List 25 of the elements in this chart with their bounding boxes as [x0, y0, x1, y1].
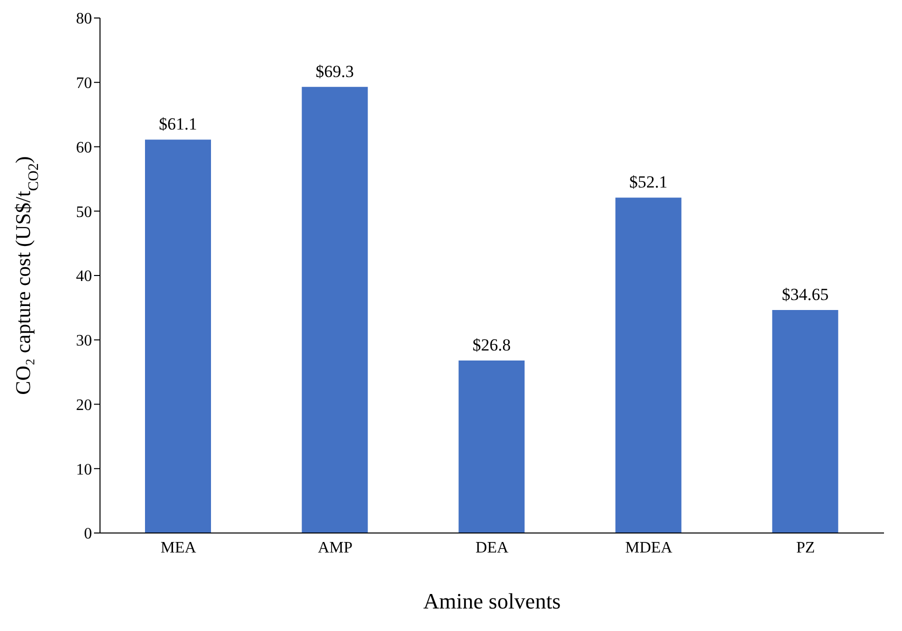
y-tick-label: 70 — [76, 75, 92, 92]
y-tick-label: 40 — [76, 268, 92, 286]
bar — [615, 198, 682, 533]
x-tick-label: DEA — [476, 539, 509, 556]
data-label: $52.1 — [629, 172, 668, 192]
y-tick-label: 0 — [84, 526, 92, 543]
x-tick-label: AMP — [318, 539, 353, 556]
data-label: $61.1 — [158, 114, 198, 134]
data-label: $26.8 — [472, 335, 511, 354]
bar — [145, 140, 211, 533]
y-tick-label: 10 — [76, 461, 92, 478]
y-tick-label: 60 — [76, 139, 92, 156]
data-label: $34.65 — [782, 284, 829, 304]
y-tick-label: 50 — [76, 204, 92, 221]
x-tick-label: MEA — [160, 539, 197, 556]
bar — [302, 86, 368, 533]
bar — [458, 360, 525, 533]
x-tick-label: MDEA — [625, 539, 673, 556]
y-tick-label: 30 — [76, 332, 92, 350]
x-tick-label: PZ — [796, 539, 815, 556]
y-tick-label: 80 — [76, 10, 92, 28]
bar — [772, 310, 838, 533]
x-axis-title: Amine solvents — [423, 588, 561, 614]
y-tick-label: 20 — [76, 396, 92, 414]
data-label: $69.3 — [316, 62, 354, 81]
